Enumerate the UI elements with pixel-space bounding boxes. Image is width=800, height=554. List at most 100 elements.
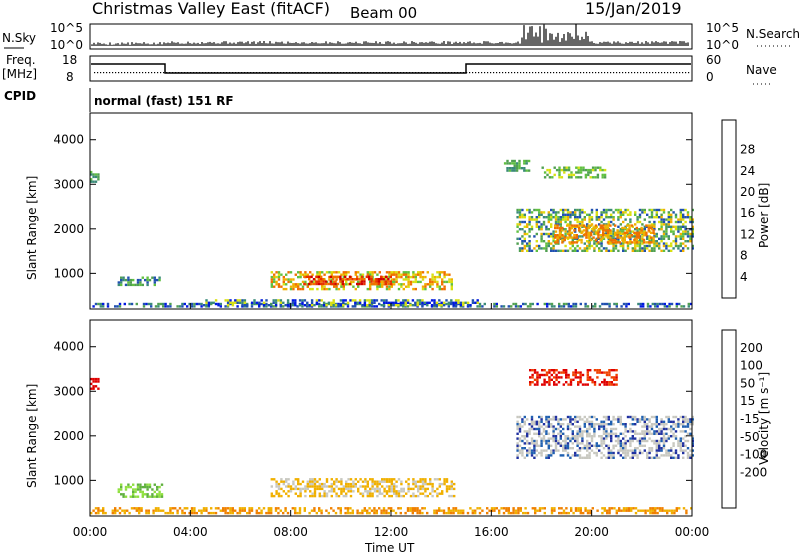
power-cell xyxy=(631,225,634,228)
velocity-cell xyxy=(603,509,606,512)
power-cell xyxy=(421,275,425,279)
nave-dot xyxy=(145,72,147,74)
power-cell xyxy=(400,283,403,286)
power-cell xyxy=(578,224,581,227)
velocity-cell xyxy=(663,509,666,512)
power-cell xyxy=(686,230,690,233)
velocity-cell xyxy=(564,447,567,450)
velocity-cell xyxy=(588,423,591,426)
power-cell xyxy=(619,228,622,231)
velocity-cell xyxy=(366,494,369,498)
power-cell xyxy=(554,234,557,237)
power-cell xyxy=(658,228,661,231)
velocity-cell xyxy=(90,511,93,515)
velocity-cell xyxy=(462,509,465,512)
velocity-cell xyxy=(662,439,666,443)
nave-dot xyxy=(472,72,474,74)
velocity-cell xyxy=(654,507,657,510)
power-cell xyxy=(495,302,498,306)
power-cell xyxy=(132,278,135,282)
velocity-cell xyxy=(323,485,326,488)
power-cell xyxy=(346,305,350,308)
power-cell xyxy=(337,287,341,291)
velocity-cell xyxy=(686,454,690,457)
power-cell xyxy=(127,278,130,282)
power-cell xyxy=(389,280,392,283)
velocity-cell xyxy=(277,492,281,495)
velocity-cell xyxy=(684,439,687,443)
velocity-cell xyxy=(518,415,522,419)
power-ytick-label: 3000 xyxy=(53,177,84,191)
power-cell xyxy=(117,281,120,284)
power-cell xyxy=(613,302,616,306)
power-cell xyxy=(672,247,675,250)
power-cell xyxy=(478,305,482,308)
power-cell xyxy=(650,226,653,230)
velocity-cell xyxy=(538,444,541,447)
velocity-cell xyxy=(564,444,567,447)
power-cell xyxy=(323,285,326,288)
power-cell xyxy=(561,238,564,242)
velocity-cell xyxy=(476,507,479,510)
velocity-cell xyxy=(554,442,558,445)
power-cell xyxy=(402,299,405,302)
velocity-cell xyxy=(581,435,584,438)
power-cell xyxy=(540,235,543,238)
velocity-cell xyxy=(641,444,644,447)
velocity-cell xyxy=(576,420,579,423)
velocity-cell xyxy=(619,447,622,450)
power-cell xyxy=(636,218,639,221)
power-cell xyxy=(407,273,410,276)
velocity-cell xyxy=(617,418,620,421)
velocity-cell xyxy=(538,435,541,438)
velocity-cell xyxy=(612,415,615,419)
power-cell xyxy=(136,281,140,284)
velocity-cell xyxy=(104,511,107,515)
velocity-cell xyxy=(613,378,616,381)
velocity-cell xyxy=(658,427,661,431)
power-cell xyxy=(327,282,330,286)
velocity-cell xyxy=(684,435,687,438)
velocity-cell xyxy=(361,494,365,498)
power-cell xyxy=(684,216,687,219)
velocity-cell xyxy=(631,430,634,433)
power-cell xyxy=(646,305,650,308)
power-cell xyxy=(638,231,641,234)
velocity-cell xyxy=(351,511,354,515)
velocity-cell xyxy=(416,507,419,510)
power-cell xyxy=(635,231,638,234)
velocity-cell xyxy=(380,509,383,512)
velocity-cell xyxy=(349,507,352,510)
power-cell xyxy=(333,271,336,274)
velocity-colorbar-tick: 100 xyxy=(740,359,763,373)
power-cell xyxy=(563,166,566,169)
power-cell xyxy=(622,242,625,245)
velocity-ytick-label: 4000 xyxy=(53,340,84,354)
power-cell xyxy=(352,285,355,288)
power-cell xyxy=(304,280,307,284)
nave-dot xyxy=(604,72,606,74)
nave-dot xyxy=(439,72,441,74)
velocity-cell xyxy=(373,480,377,483)
velocity-cell xyxy=(505,507,508,510)
velocity-cell xyxy=(612,454,615,457)
power-cell xyxy=(577,171,580,174)
velocity-cell xyxy=(557,376,561,379)
velocity-cell xyxy=(571,423,574,426)
velocity-cell xyxy=(570,509,573,512)
power-cell xyxy=(312,278,316,281)
power-cell xyxy=(436,280,439,284)
power-cell xyxy=(224,299,227,302)
velocity-cell xyxy=(674,425,678,428)
power-cell xyxy=(332,275,335,278)
velocity-cell xyxy=(606,511,609,515)
velocity-cell xyxy=(667,427,670,431)
power-cell xyxy=(638,237,642,240)
velocity-cell xyxy=(682,444,685,447)
velocity-cell xyxy=(528,442,531,445)
velocity-cell xyxy=(569,378,573,381)
velocity-cell xyxy=(277,485,281,488)
velocity-cell xyxy=(424,490,427,493)
velocity-cell xyxy=(323,494,326,498)
velocity-cell xyxy=(124,488,128,491)
